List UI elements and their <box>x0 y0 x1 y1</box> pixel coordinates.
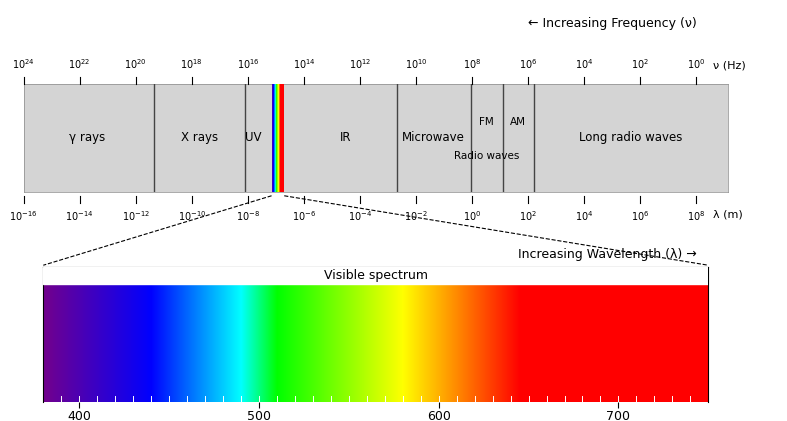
Bar <box>43 267 708 283</box>
Text: $10^{-12}$: $10^{-12}$ <box>122 209 150 223</box>
Text: $10^{18}$: $10^{18}$ <box>180 57 203 71</box>
Text: $10^{6}$: $10^{6}$ <box>631 209 649 223</box>
Text: $10^{-8}$: $10^{-8}$ <box>236 209 260 223</box>
Text: $10^{-16}$: $10^{-16}$ <box>9 209 38 223</box>
Text: $10^{12}$: $10^{12}$ <box>349 57 371 71</box>
Text: $10^{-10}$: $10^{-10}$ <box>178 209 206 223</box>
Text: $10^{4}$: $10^{4}$ <box>575 57 593 71</box>
Text: $10^{24}$: $10^{24}$ <box>13 57 35 71</box>
Text: $10^{16}$: $10^{16}$ <box>237 57 259 71</box>
Text: ν (Hz): ν (Hz) <box>713 61 746 71</box>
Text: X rays: X rays <box>181 131 218 144</box>
Text: $10^{20}$: $10^{20}$ <box>124 57 147 71</box>
Text: $10^{2}$: $10^{2}$ <box>631 57 649 71</box>
Text: Long radio waves: Long radio waves <box>579 131 682 144</box>
Text: $10^{14}$: $10^{14}$ <box>293 57 316 71</box>
Text: $10^{-4}$: $10^{-4}$ <box>348 209 372 223</box>
Text: $10^{10}$: $10^{10}$ <box>405 57 427 71</box>
Text: Radio waves: Radio waves <box>453 151 519 161</box>
Text: λ (m): λ (m) <box>713 209 743 219</box>
Text: $10^{0}$: $10^{0}$ <box>463 209 482 223</box>
Text: $10^{8}$: $10^{8}$ <box>463 57 482 71</box>
Text: $10^{0}$: $10^{0}$ <box>687 57 706 71</box>
Text: UV: UV <box>245 131 261 144</box>
Text: Visible spectrum: Visible spectrum <box>323 269 428 282</box>
Text: $10^{8}$: $10^{8}$ <box>687 209 706 223</box>
Text: ← Increasing Frequency (ν): ← Increasing Frequency (ν) <box>528 17 696 30</box>
Text: AM: AM <box>510 117 526 127</box>
Text: $10^{22}$: $10^{22}$ <box>68 57 91 71</box>
Text: $10^{6}$: $10^{6}$ <box>519 57 538 71</box>
Text: $10^{-2}$: $10^{-2}$ <box>405 209 428 223</box>
Text: FM: FM <box>479 117 493 127</box>
Text: $10^{-14}$: $10^{-14}$ <box>65 209 94 223</box>
Text: $10^{4}$: $10^{4}$ <box>575 209 593 223</box>
Text: Increasing Wavelength (λ) →: Increasing Wavelength (λ) → <box>518 248 696 261</box>
Text: $10^{2}$: $10^{2}$ <box>519 209 538 223</box>
Text: IR: IR <box>340 131 351 144</box>
Text: $10^{-6}$: $10^{-6}$ <box>292 209 316 223</box>
Text: γ rays: γ rays <box>69 131 105 144</box>
Text: Microwave: Microwave <box>402 131 465 144</box>
